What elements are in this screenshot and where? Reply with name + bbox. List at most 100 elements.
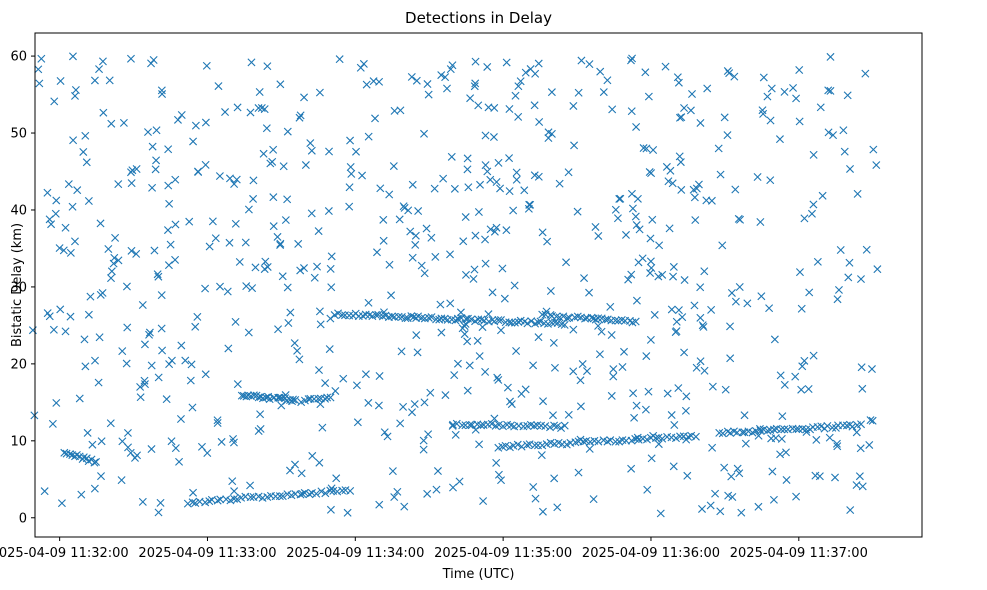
data-point	[631, 317, 640, 326]
data-point	[315, 307, 324, 316]
data-point	[43, 188, 52, 197]
data-point	[607, 391, 616, 400]
data-point	[171, 220, 180, 229]
data-point	[281, 216, 290, 225]
data-point	[154, 508, 163, 517]
data-point	[353, 418, 362, 427]
data-point	[375, 500, 384, 509]
data-point	[483, 62, 492, 71]
data-point	[346, 136, 355, 145]
data-point	[534, 318, 543, 327]
data-point	[373, 248, 381, 257]
data-point	[343, 508, 352, 517]
data-point	[658, 434, 667, 443]
data-point	[81, 131, 90, 140]
data-point	[662, 162, 671, 171]
data-point	[276, 241, 285, 249]
data-point	[872, 161, 881, 170]
data-point	[326, 486, 335, 495]
data-point	[471, 425, 480, 434]
data-point	[94, 378, 103, 387]
data-point	[235, 257, 244, 266]
data-point	[696, 283, 705, 292]
data-point	[140, 340, 149, 349]
data-point	[327, 283, 336, 292]
data-point	[661, 62, 670, 71]
data-point	[48, 419, 57, 428]
data-point	[549, 338, 558, 347]
data-point	[474, 101, 483, 110]
data-point	[477, 421, 485, 430]
data-point	[802, 425, 811, 434]
data-points	[28, 52, 882, 518]
data-point	[422, 224, 431, 233]
data-point	[867, 365, 876, 374]
data-point	[570, 313, 579, 322]
data-point	[691, 216, 700, 225]
data-point	[244, 391, 253, 400]
data-point	[315, 88, 324, 97]
data-point	[690, 301, 699, 310]
data-point	[868, 416, 877, 425]
data-point	[201, 284, 210, 293]
data-point	[203, 449, 212, 458]
data-point	[269, 145, 278, 154]
data-point	[486, 225, 495, 234]
data-point	[631, 212, 640, 221]
data-point	[393, 487, 402, 496]
data-point	[338, 486, 347, 495]
data-point	[741, 439, 750, 448]
data-point	[570, 141, 579, 150]
data-point	[385, 190, 394, 199]
data-point	[417, 313, 426, 322]
data-point	[164, 181, 173, 190]
data-point	[641, 405, 650, 414]
y-tick-label: 30	[10, 280, 27, 295]
data-point	[189, 137, 198, 146]
data-point	[496, 184, 505, 193]
data-point	[387, 291, 396, 300]
data-point	[529, 483, 538, 491]
data-point	[107, 274, 115, 283]
data-point	[451, 316, 460, 325]
data-point	[171, 175, 180, 184]
data-point	[248, 284, 257, 293]
data-point	[147, 361, 156, 370]
data-point	[569, 101, 578, 110]
data-point	[646, 269, 655, 278]
data-point	[411, 240, 420, 249]
data-point	[696, 118, 705, 127]
data-point	[672, 327, 681, 336]
data-point	[680, 104, 689, 112]
data-point	[380, 428, 389, 437]
data-point	[388, 467, 397, 476]
data-point	[150, 246, 159, 255]
data-point	[387, 312, 396, 321]
data-point	[594, 321, 603, 330]
data-point	[306, 139, 315, 148]
data-point	[826, 86, 835, 95]
data-point	[300, 264, 308, 273]
data-point	[538, 310, 547, 319]
data-point	[544, 128, 553, 137]
data-point	[395, 215, 404, 224]
data-point	[477, 315, 486, 324]
data-point	[492, 178, 501, 186]
data-point	[404, 206, 413, 215]
data-point	[132, 249, 141, 258]
data-point	[811, 471, 820, 480]
data-point	[165, 199, 174, 208]
data-point	[443, 84, 451, 93]
data-point	[117, 476, 126, 485]
data-point	[862, 245, 871, 254]
data-point	[158, 90, 167, 99]
data-point	[88, 440, 97, 449]
data-point	[324, 207, 333, 216]
data-point	[523, 319, 532, 328]
data-point	[852, 481, 861, 490]
data-point	[246, 493, 255, 502]
data-point	[591, 222, 600, 231]
data-point	[225, 238, 234, 247]
data-point	[469, 274, 478, 283]
data-point	[163, 226, 172, 235]
